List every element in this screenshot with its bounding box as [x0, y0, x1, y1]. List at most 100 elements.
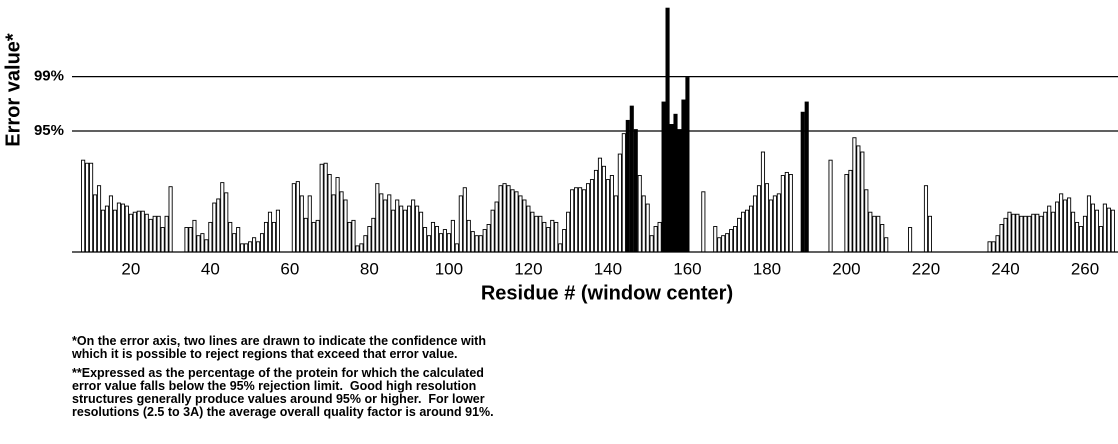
bar: [772, 195, 777, 253]
bar: [995, 235, 1000, 253]
x-tick-label: 80: [360, 259, 379, 278]
bar: [570, 189, 575, 253]
bar: [490, 209, 495, 253]
x-tick-label: 200: [832, 259, 860, 278]
bar: [880, 224, 885, 253]
bar: [89, 162, 94, 253]
bar: [665, 7, 670, 253]
bar: [351, 219, 356, 253]
bar: [1075, 221, 1080, 253]
bar: [1043, 211, 1048, 253]
bar: [613, 195, 618, 253]
bar: [748, 205, 754, 253]
footnote: **Expressed as the percentage of the pro…: [72, 367, 632, 419]
bar: [574, 187, 579, 253]
bar: [232, 233, 237, 253]
bar: [474, 235, 479, 253]
bar: [1007, 211, 1012, 253]
bar: [776, 193, 781, 253]
x-tick-label: 100: [435, 259, 463, 278]
bar: [1023, 215, 1028, 253]
bar: [399, 205, 404, 253]
bar: [85, 162, 90, 253]
bar: [419, 211, 424, 253]
bar: [1102, 203, 1107, 253]
bar: [160, 227, 165, 253]
bar: [1047, 205, 1052, 253]
bar: [93, 194, 98, 253]
bar: [120, 203, 125, 253]
bar: [156, 215, 161, 253]
bar: [224, 192, 229, 253]
bar: [438, 233, 443, 253]
bar: [1086, 195, 1092, 253]
bar: [589, 179, 595, 253]
bar: [184, 227, 189, 253]
bar: [371, 217, 376, 253]
bar: [299, 195, 304, 253]
bar: [148, 218, 153, 253]
bar: [415, 205, 420, 253]
bar: [482, 229, 487, 253]
bar: [1098, 226, 1103, 253]
bar: [538, 215, 543, 253]
bar: [641, 195, 646, 253]
x-tick-label: 60: [280, 259, 299, 278]
bar: [518, 195, 523, 253]
bar: [252, 237, 257, 253]
bar: [240, 243, 245, 253]
bar: [1011, 213, 1016, 253]
bar: [856, 145, 861, 253]
bar: [876, 215, 881, 253]
chart: Residue # (window center) Error value* 9…: [2, 7, 1118, 304]
bar: [395, 199, 400, 253]
bar: [383, 199, 388, 253]
bar: [550, 219, 555, 253]
bar: [764, 183, 769, 253]
bar: [923, 185, 929, 253]
bar: [104, 205, 110, 253]
bar: [498, 185, 503, 253]
bar: [780, 175, 785, 253]
bar: [335, 177, 340, 253]
y-axis-title: Error value*: [2, 33, 24, 147]
bar: [136, 210, 141, 253]
bar: [737, 217, 742, 253]
bar: [271, 221, 277, 253]
bar: [1106, 207, 1111, 253]
bar: [494, 201, 499, 253]
bar: [263, 221, 269, 253]
bar: [319, 163, 324, 253]
x-tick-label: 180: [753, 259, 781, 278]
bar: [1082, 215, 1088, 253]
bar: [526, 205, 531, 253]
bar: [582, 189, 587, 253]
bar: [1027, 215, 1032, 253]
bar: [311, 221, 316, 253]
bar: [220, 182, 225, 253]
bar: [534, 215, 539, 253]
bar: [327, 174, 332, 253]
bar: [677, 129, 682, 253]
bar: [1051, 211, 1056, 253]
bar: [200, 233, 205, 253]
bar: [593, 169, 599, 253]
bar: [462, 187, 467, 253]
bar: [291, 183, 296, 253]
bar: [546, 227, 551, 253]
bar: [522, 199, 527, 253]
bar: [108, 195, 114, 253]
x-tick-label: 240: [991, 259, 1019, 278]
bar: [1071, 211, 1076, 253]
bar: [502, 183, 507, 253]
bar: [188, 227, 193, 253]
bar: [566, 211, 571, 253]
bar: [645, 203, 650, 253]
bar: [530, 211, 535, 253]
bar: [1059, 193, 1064, 253]
bar: [597, 157, 603, 253]
bar: [355, 245, 360, 253]
bar: [725, 233, 730, 253]
bar: [454, 243, 459, 253]
bar: [673, 113, 678, 253]
